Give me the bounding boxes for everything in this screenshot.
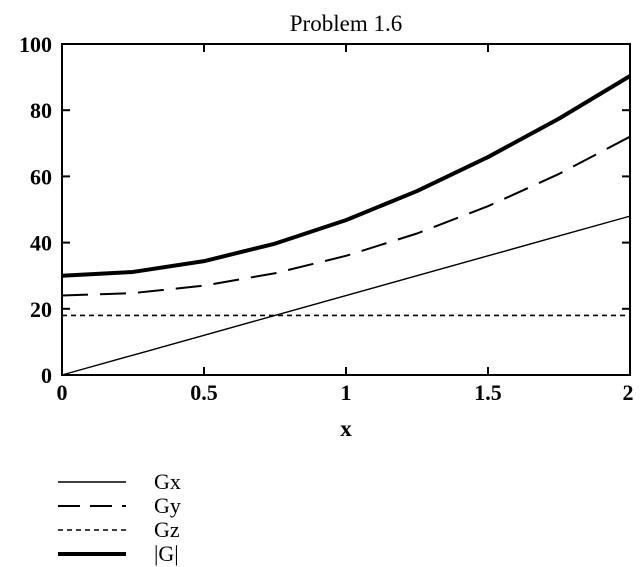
x-tick-label: 1.5 — [474, 380, 502, 405]
series-line-g — [61, 74, 632, 278]
x-tick-label: 0.5 — [190, 380, 218, 405]
legend-item-gx: Gx — [58, 470, 318, 494]
legend-item-gy: Gy — [58, 494, 318, 518]
y-tick-label: 100 — [19, 32, 52, 57]
x-tick-label: 1 — [341, 380, 352, 405]
x-tick-label: 0 — [57, 380, 68, 405]
legend-label: Gx — [154, 469, 181, 494]
y-tick-label: 40 — [30, 231, 52, 256]
x-tick-label: 2 — [623, 380, 634, 405]
x-axis-label: x — [340, 416, 352, 441]
chart-title: Problem 1.6 — [290, 11, 402, 36]
y-tick-label: 80 — [30, 98, 52, 123]
y-tick-label: 60 — [30, 164, 52, 189]
legend-item-g: |G| — [58, 542, 318, 566]
legend-label: Gz — [154, 517, 180, 542]
legend-swatch — [58, 505, 126, 507]
plot-frame — [61, 43, 631, 376]
y-tick-label: 20 — [30, 297, 52, 322]
y-tick-label: 0 — [41, 363, 52, 388]
legend-label: |G| — [154, 541, 179, 566]
legend-swatch — [58, 481, 126, 483]
legend-swatch — [58, 529, 126, 531]
series-line-gy — [61, 135, 631, 297]
legend-label: Gy — [154, 493, 181, 518]
legend-item-gz: Gz — [58, 518, 318, 542]
series-line-gx — [61, 215, 631, 376]
chart-legend: Gx Gy Gz |G| — [58, 470, 318, 566]
legend-swatch — [58, 552, 126, 556]
